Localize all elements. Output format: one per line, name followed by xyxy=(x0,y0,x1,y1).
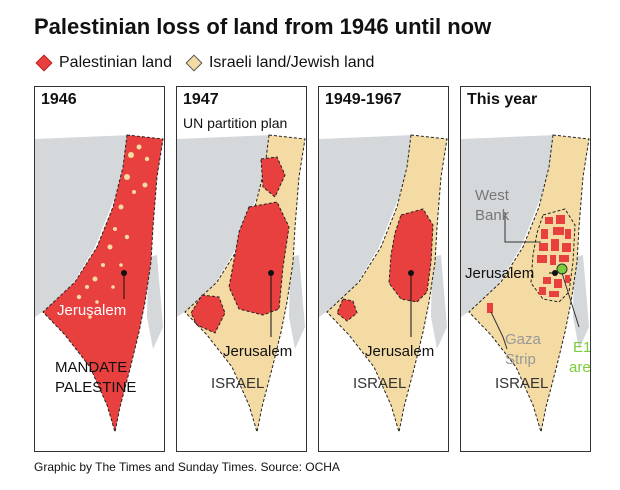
west-bank-leader xyxy=(504,212,541,243)
e1-marker xyxy=(556,263,568,275)
panel-title-1946: 1946 xyxy=(41,91,77,108)
legend-item-palestinian: Palestinian land xyxy=(35,54,172,72)
west-bank-label-line1: West xyxy=(475,187,509,204)
map-this-year xyxy=(461,134,590,433)
map-panel-1946: 1946 Jerusalem MANDATE PALESTINE xyxy=(34,86,165,452)
jerusalem-label: Jerusalem xyxy=(223,343,293,360)
region-label-line2: PALESTINE xyxy=(55,379,137,396)
chart-title: Palestinian loss of land from 1946 until… xyxy=(34,14,492,39)
legend: Palestinian land Israeli land/Jewish lan… xyxy=(35,54,388,72)
israeli-swatch-icon xyxy=(185,54,203,72)
gaza-leader xyxy=(490,311,508,350)
sea-dead xyxy=(147,255,163,349)
panel-subtitle-1947: UN partition plan xyxy=(183,115,288,131)
sea xyxy=(461,135,556,317)
jerusalem-label: Jerusalem xyxy=(365,343,435,360)
jewish-land-patches xyxy=(76,144,150,319)
map-1949-1967 xyxy=(319,134,448,433)
region-label-line1: MANDATE xyxy=(55,359,128,376)
map-panel-this-year: This year West Bank Jerusalem Gaza Strip… xyxy=(460,86,591,452)
legend-item-israeli: Israeli land/Jewish land xyxy=(185,54,375,72)
palestinian-north xyxy=(260,156,286,198)
palestinian-enclaves xyxy=(487,215,571,313)
sea-dead xyxy=(431,255,447,349)
sea xyxy=(319,135,414,317)
sea-dead xyxy=(573,255,589,349)
map-panel-1947: 1947 UN partition plan Jerusalem ISRAEL xyxy=(176,86,307,452)
e1-label-line2: area xyxy=(569,359,591,376)
sea xyxy=(177,135,272,317)
map-panel-1949-1967: 1949-1967 Jerusalem ISRAEL xyxy=(318,86,449,452)
sea xyxy=(35,135,130,317)
palestinian-gaza-coast xyxy=(190,294,226,334)
gaza-label-line2: Strip xyxy=(505,351,536,368)
israeli-territory xyxy=(326,134,448,433)
source-footer: Graphic by The Times and Sunday Times. S… xyxy=(34,460,340,474)
panel-title-1947: 1947 xyxy=(183,91,219,108)
palestinian-central xyxy=(228,201,290,316)
israel-label: ISRAEL xyxy=(211,375,265,392)
palestinian-gaza xyxy=(336,298,358,322)
west-bank-label-line2: Bank xyxy=(475,207,510,224)
gaza-label-line1: Gaza xyxy=(505,331,541,348)
palestinian-swatch-icon xyxy=(35,54,53,72)
palestinian-territory xyxy=(42,134,164,433)
israeli-territory xyxy=(468,134,590,433)
israel-label: ISRAEL xyxy=(353,375,407,392)
jerusalem-label: Jerusalem xyxy=(57,302,127,319)
jerusalem-label: Jerusalem xyxy=(465,265,535,282)
e1-label-line1: E1 xyxy=(573,339,591,356)
map-1946 xyxy=(35,134,164,433)
legend-label-palestinian: Palestinian land xyxy=(59,54,172,71)
map-1947 xyxy=(177,134,306,433)
palestinian-west-bank xyxy=(388,208,434,303)
panel-title-this-year: This year xyxy=(467,91,538,108)
israel-label: ISRAEL xyxy=(495,375,549,392)
sea-dead xyxy=(289,255,305,349)
panel-title-1949-1967: 1949-1967 xyxy=(325,91,402,108)
legend-label-israeli: Israeli land/Jewish land xyxy=(208,54,375,71)
